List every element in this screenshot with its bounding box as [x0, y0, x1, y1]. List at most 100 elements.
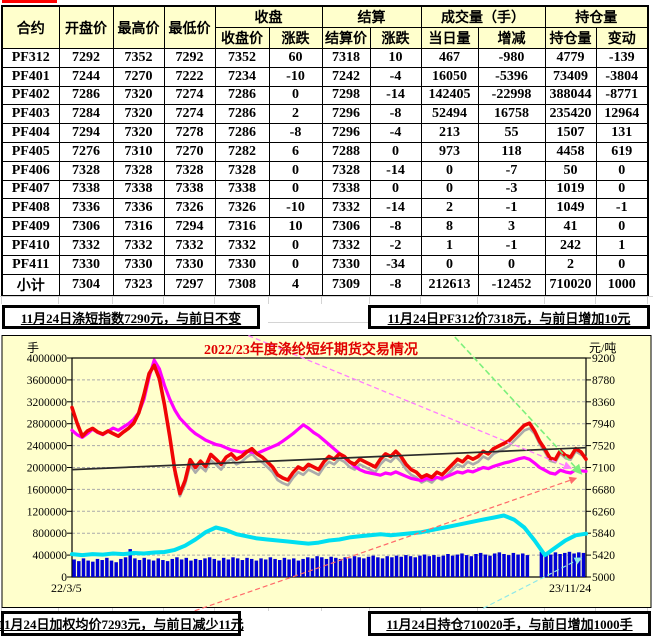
value-cell[interactable]: 1019 — [544, 179, 597, 200]
value-cell[interactable]: 0 — [595, 179, 649, 200]
value-cell[interactable]: -10 — [268, 198, 323, 219]
value-cell[interactable]: 0 — [268, 235, 323, 256]
value-cell[interactable]: -14 — [369, 85, 422, 106]
value-cell[interactable]: 467 — [420, 48, 479, 68]
value-cell[interactable]: 0 — [420, 160, 479, 181]
value-cell[interactable]: 2 — [420, 198, 479, 219]
value-cell[interactable]: 12964 — [595, 104, 649, 125]
value-cell[interactable]: 7338 — [214, 179, 270, 200]
value-cell[interactable]: 7278 — [163, 123, 216, 143]
value-cell[interactable]: 1 — [595, 235, 649, 256]
value-cell[interactable]: 7286 — [58, 85, 114, 106]
value-cell[interactable]: 52494 — [420, 104, 479, 125]
value-cell[interactable]: 1507 — [544, 123, 597, 143]
value-cell[interactable]: 7328 — [163, 160, 216, 181]
value-cell[interactable]: -12452 — [477, 273, 546, 297]
value-cell[interactable]: 0 — [268, 85, 323, 106]
value-cell[interactable]: 7282 — [214, 141, 270, 162]
value-cell[interactable]: 7332 — [214, 235, 270, 256]
col-header-settle-price[interactable]: 结算价 — [321, 27, 371, 49]
value-cell[interactable]: -8 — [369, 273, 422, 297]
value-cell[interactable]: 41 — [544, 217, 597, 237]
col-header-volume-change[interactable]: 增减 — [477, 27, 546, 49]
col-header-oi[interactable]: 持仓量 — [544, 27, 597, 49]
value-cell[interactable]: -4 — [369, 66, 422, 87]
value-cell[interactable]: 6 — [268, 141, 323, 162]
value-cell[interactable]: 7222 — [163, 66, 216, 87]
value-cell[interactable]: 7338 — [163, 179, 216, 200]
value-cell[interactable]: 0 — [595, 160, 649, 181]
value-cell[interactable]: 16758 — [477, 104, 546, 125]
value-cell[interactable]: 7286 — [214, 123, 270, 143]
value-cell[interactable]: 7336 — [112, 198, 165, 219]
group-header-open-interest[interactable]: 持仓量 — [544, 5, 649, 28]
value-cell[interactable]: 7352 — [112, 48, 165, 68]
col-header-settle-change[interactable]: 涨跌 — [369, 27, 422, 49]
contract-cell[interactable]: PF408 — [1, 198, 60, 219]
value-cell[interactable]: 7336 — [58, 198, 114, 219]
value-cell[interactable]: 7292 — [58, 48, 114, 68]
value-cell[interactable]: -8 — [369, 217, 422, 237]
contract-cell[interactable]: PF401 — [1, 66, 60, 87]
value-cell[interactable]: 388044 — [544, 85, 597, 106]
value-cell[interactable]: 7330 — [58, 254, 114, 275]
contract-cell[interactable]: PF404 — [1, 123, 60, 143]
value-cell[interactable]: -2 — [369, 235, 422, 256]
value-cell[interactable]: 235420 — [544, 104, 597, 125]
value-cell[interactable]: -8771 — [595, 85, 649, 106]
value-cell[interactable]: 0 — [477, 254, 546, 275]
value-cell[interactable]: 7318 — [321, 48, 371, 68]
value-cell[interactable]: 142405 — [420, 85, 479, 106]
contract-cell[interactable]: 小计 — [1, 273, 60, 297]
col-header-contract[interactable]: 合约 — [1, 5, 60, 49]
value-cell[interactable]: 4458 — [544, 141, 597, 162]
value-cell[interactable]: 212613 — [420, 273, 479, 297]
value-cell[interactable]: 1 — [420, 235, 479, 256]
value-cell[interactable]: 7286 — [214, 85, 270, 106]
value-cell[interactable]: 7270 — [163, 141, 216, 162]
value-cell[interactable]: 7286 — [214, 104, 270, 125]
value-cell[interactable]: 7328 — [214, 160, 270, 181]
value-cell[interactable]: 0 — [595, 217, 649, 237]
value-cell[interactable]: 973 — [420, 141, 479, 162]
value-cell[interactable]: 0 — [420, 254, 479, 275]
value-cell[interactable]: 7316 — [112, 217, 165, 237]
value-cell[interactable]: 7338 — [321, 179, 371, 200]
value-cell[interactable]: 0 — [369, 141, 422, 162]
value-cell[interactable]: -14 — [369, 160, 422, 181]
value-cell[interactable]: 7320 — [112, 123, 165, 143]
contract-cell[interactable]: PF312 — [1, 48, 60, 68]
value-cell[interactable]: 7304 — [58, 273, 114, 297]
value-cell[interactable]: 1000 — [595, 273, 649, 297]
value-cell[interactable]: 1049 — [544, 198, 597, 219]
value-cell[interactable]: -980 — [477, 48, 546, 68]
group-header-volume[interactable]: 成交量（手） — [420, 5, 546, 28]
contract-cell[interactable]: PF405 — [1, 141, 60, 162]
value-cell[interactable]: 7332 — [163, 235, 216, 256]
value-cell[interactable]: 619 — [595, 141, 649, 162]
value-cell[interactable]: 7320 — [112, 104, 165, 125]
contract-cell[interactable]: PF406 — [1, 160, 60, 181]
col-header-high[interactable]: 最高价 — [112, 5, 165, 49]
col-header-low[interactable]: 最低价 — [163, 5, 216, 49]
value-cell[interactable]: 7244 — [58, 66, 114, 87]
value-cell[interactable]: 3 — [477, 217, 546, 237]
value-cell[interactable]: 7306 — [321, 217, 371, 237]
value-cell[interactable]: 7332 — [112, 235, 165, 256]
value-cell[interactable]: 2 — [544, 254, 597, 275]
value-cell[interactable]: 710020 — [544, 273, 597, 297]
value-cell[interactable]: 7352 — [214, 48, 270, 68]
value-cell[interactable]: 7294 — [163, 217, 216, 237]
value-cell[interactable]: -10 — [268, 66, 323, 87]
value-cell[interactable]: 0 — [420, 179, 479, 200]
value-cell[interactable]: 7326 — [163, 198, 216, 219]
value-cell[interactable]: 16050 — [420, 66, 479, 87]
value-cell[interactable]: -3804 — [595, 66, 649, 87]
value-cell[interactable]: 7338 — [112, 179, 165, 200]
value-cell[interactable]: 7332 — [321, 235, 371, 256]
value-cell[interactable]: 7242 — [321, 66, 371, 87]
value-cell[interactable]: 7294 — [58, 123, 114, 143]
value-cell[interactable]: 7296 — [321, 104, 371, 125]
value-cell[interactable]: 7338 — [58, 179, 114, 200]
contract-cell[interactable]: PF402 — [1, 85, 60, 106]
